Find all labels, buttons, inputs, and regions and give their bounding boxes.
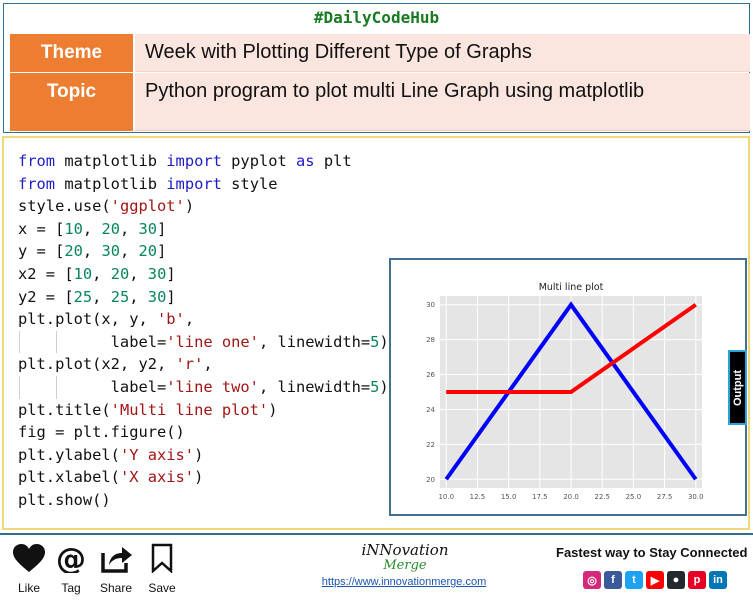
code-line: from matplotlib import style xyxy=(18,174,278,193)
share-label: Share xyxy=(99,581,133,595)
output-tab[interactable]: Output xyxy=(728,350,747,425)
code-line: style.use('ggplot') xyxy=(18,197,195,216)
header-panel: #DailyCodeHub Theme Week with Plotting D… xyxy=(3,3,750,133)
theme-label: Theme xyxy=(10,34,133,72)
theme-value: Week with Plotting Different Type of Gra… xyxy=(135,34,750,72)
code-line: x = [10, 20, 30] xyxy=(18,219,167,238)
theme-row: Theme Week with Plotting Different Type … xyxy=(10,34,750,72)
x-tick-label: 15.0 xyxy=(501,493,517,501)
x-tick-label: 20.0 xyxy=(563,493,579,501)
share-icon xyxy=(101,547,132,573)
code-line: plt.plot(x, y, 'b', xyxy=(18,310,195,329)
facebook-icon[interactable]: f xyxy=(604,571,622,589)
y-tick-label: 20 xyxy=(426,476,435,484)
twitter-icon[interactable]: t xyxy=(625,571,643,589)
brand-sub: Merge xyxy=(383,558,427,573)
topic-value: Python program to plot multi Line Graph … xyxy=(135,73,750,131)
code-line: from matplotlib import pyplot as plt xyxy=(18,152,352,170)
code-line: y2 = [25, 25, 30] xyxy=(18,287,176,306)
linkedin-icon[interactable]: in xyxy=(709,571,727,589)
connect-text: Fastest way to Stay Connected xyxy=(556,545,748,560)
line-chart: 10.0 12.5 15.0 17.5 20.0 22.5 25.0 27.5 30.0 20 22… xyxy=(426,282,704,501)
website-link[interactable]: https://www.innovationmerge.com xyxy=(321,576,487,588)
share-button[interactable]: Share xyxy=(96,543,136,595)
y-tick-label: 26 xyxy=(426,371,435,379)
tag-button[interactable]: @ Tag xyxy=(51,542,91,595)
chart-title: Multi line plot xyxy=(539,282,604,293)
heart-icon xyxy=(13,544,45,572)
x-tick-label: 27.5 xyxy=(657,493,673,501)
x-tick-label: 25.0 xyxy=(626,493,642,501)
topic-row: Topic Python program to plot multi Line … xyxy=(10,73,750,131)
footer-divider xyxy=(0,533,753,535)
code-line: plt.plot(x2, y2, 'r', xyxy=(18,355,213,374)
code-line: plt.title('Multi line plot') xyxy=(18,400,278,419)
code-line: plt.xlabel('X axis') xyxy=(18,468,204,487)
topic-label: Topic xyxy=(10,73,133,131)
x-tick-label: 10.0 xyxy=(438,493,454,501)
code-line: y = [20, 30, 20] xyxy=(18,242,167,261)
code-line: fig = plt.figure() xyxy=(18,423,185,442)
output-tab-label: Output xyxy=(731,369,744,406)
save-label: Save xyxy=(148,581,176,595)
code-line: plt.show() xyxy=(18,490,111,509)
like-label: Like xyxy=(17,581,40,595)
code-line: plt.ylabel('Y axis') xyxy=(18,445,204,464)
instagram-icon[interactable]: ◎ xyxy=(583,571,601,589)
github-icon[interactable]: ● xyxy=(667,571,685,589)
tag-label: Tag xyxy=(61,581,81,595)
x-tick-label: 12.5 xyxy=(470,493,486,501)
hashtag-title: #DailyCodeHub xyxy=(313,8,440,27)
social-links: ◎ f t ▶ ● p in xyxy=(583,571,727,589)
youtube-icon[interactable]: ▶ xyxy=(646,571,664,589)
pinterest-icon[interactable]: p xyxy=(688,571,706,589)
brand-logo: iNNovation Merge xyxy=(330,541,480,573)
like-button[interactable]: Like xyxy=(9,543,49,595)
svg-text:@: @ xyxy=(56,543,86,573)
y-tick-label: 30 xyxy=(426,301,435,309)
series-line-1 xyxy=(444,301,698,481)
output-panel: 10.0 12.5 15.0 17.5 20.0 22.5 25.0 27.5 30.0 20 22… xyxy=(389,258,747,516)
y-tick-label: 24 xyxy=(426,406,435,414)
code-line: label='line two', linewidth=5) xyxy=(18,375,389,399)
series-line-2 xyxy=(446,303,697,394)
footer: Like @ Tag Share Save iNNovation Merge h… xyxy=(0,533,753,602)
code-line: x2 = [10, 20, 30] xyxy=(18,264,176,283)
y-tick-label: 28 xyxy=(426,336,435,344)
save-button[interactable]: Save xyxy=(142,543,182,595)
y-tick-label: 22 xyxy=(426,441,435,449)
brand-name: iNNovation xyxy=(361,541,449,559)
x-tick-label: 22.5 xyxy=(594,493,610,501)
code-block: from matplotlib import pyplot as plt from… xyxy=(18,150,389,512)
bookmark-icon xyxy=(151,543,173,574)
code-line: label='line one', linewidth=5) xyxy=(18,330,389,354)
x-tick-label: 30.0 xyxy=(688,493,704,501)
x-tick-label: 17.5 xyxy=(532,493,548,501)
at-sign-icon: @ xyxy=(56,542,86,577)
